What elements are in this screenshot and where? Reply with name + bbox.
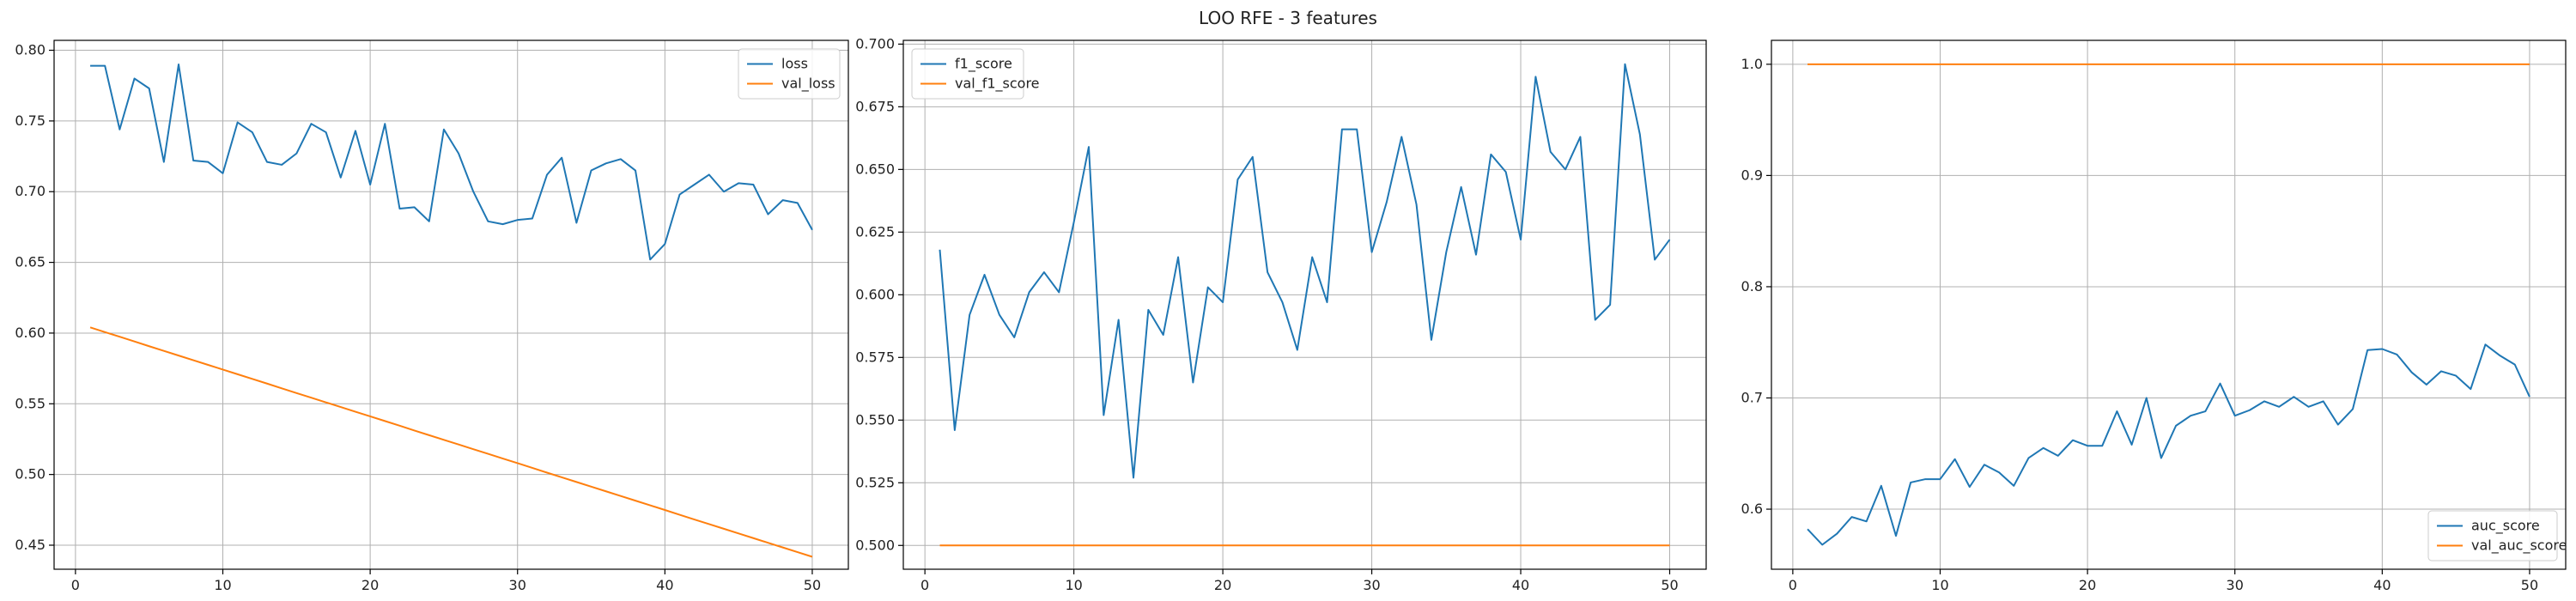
series-line-val-loss [89, 326, 813, 558]
legend-label: val_f1_score [955, 76, 1040, 93]
x-tick-label: 0 [71, 577, 80, 593]
legend: loss val_loss [738, 48, 841, 100]
y-tick-label: 0.7 [1741, 389, 1763, 405]
x-tick-label: 50 [804, 577, 821, 593]
y-tick-label: 0.550 [855, 411, 895, 428]
y-tick-label: 1.0 [1741, 56, 1763, 72]
x-tick-label: 40 [1512, 577, 1529, 593]
x-tick-label: 0 [920, 577, 929, 593]
legend-label: val_loss [781, 76, 835, 93]
y-tick-label: 0.8 [1741, 278, 1763, 294]
x-tick-label: 10 [214, 577, 231, 593]
y-tick-label: 0.675 [855, 98, 895, 114]
x-tick-label: 50 [2521, 577, 2538, 593]
figure-title: LOO RFE - 3 features [1199, 8, 1377, 28]
y-tick-label: 0.50 [15, 466, 46, 483]
axes-frame [902, 39, 1707, 570]
x-tick-label: 50 [1661, 577, 1678, 593]
x-tick-label: 20 [1214, 577, 1231, 593]
legend-label: auc_score [2471, 518, 2540, 535]
auc-score-panel: 0 10 20 30 40 50 0.6 0.7 0.8 0.9 1.0 auc_score val_a… [1741, 39, 2567, 593]
y-tick-label: 0.9 [1741, 167, 1763, 183]
y-tick-label: 0.700 [855, 35, 895, 52]
f1-score-panel: 0 10 20 30 40 50 0.500 0.525 0.550 0.575 0.600 0.62… [855, 35, 1707, 593]
series-line-loss [90, 64, 813, 261]
y-tick-label: 0.650 [855, 161, 895, 177]
y-tick-label: 0.575 [855, 349, 895, 365]
x-tick-label: 30 [2227, 577, 2244, 593]
x-tick-label: 40 [2373, 577, 2391, 593]
x-tick-label: 30 [509, 577, 526, 593]
legend-label: val_auc_score [2471, 537, 2567, 555]
axes-frame [53, 39, 849, 570]
loss-panel: 0 10 20 30 40 50 0.45 0.50 0.55 0.60 0.65 0.70 0.75 0… [15, 39, 849, 593]
legend-label: loss [781, 56, 808, 72]
legend: f1_score val_f1_score [911, 48, 1040, 100]
y-tick-label: 0.55 [15, 395, 46, 411]
legend-box [738, 48, 841, 100]
y-tick-label: 0.70 [15, 183, 46, 199]
y-tick-label: 0.60 [15, 325, 46, 341]
legend: auc_score val_auc_score [2427, 510, 2567, 562]
y-tick-label: 0.6 [1741, 501, 1763, 517]
legend-label: f1_score [955, 56, 1012, 73]
y-tick-label: 0.75 [15, 112, 46, 129]
x-tick-label: 20 [2079, 577, 2096, 593]
y-tick-label: 0.625 [855, 223, 895, 240]
y-tick-label: 0.525 [855, 474, 895, 490]
y-tick-label: 0.600 [855, 286, 895, 302]
y-tick-label: 0.65 [15, 254, 46, 270]
x-tick-label: 30 [1363, 577, 1380, 593]
series-line-auc-score [1807, 343, 2530, 546]
x-tick-label: 0 [1789, 577, 1797, 593]
legend-box [911, 48, 1024, 100]
y-tick-label: 0.45 [15, 537, 46, 553]
x-tick-label: 40 [656, 577, 673, 593]
series-line-f1-score [939, 63, 1671, 479]
x-tick-label: 20 [361, 577, 379, 593]
x-tick-label: 10 [1931, 577, 1948, 593]
x-tick-label: 10 [1065, 577, 1082, 593]
y-tick-label: 0.500 [855, 537, 895, 553]
y-tick-label: 0.80 [15, 42, 46, 58]
legend-box [2427, 510, 2558, 562]
axes-frame [1771, 39, 2567, 570]
